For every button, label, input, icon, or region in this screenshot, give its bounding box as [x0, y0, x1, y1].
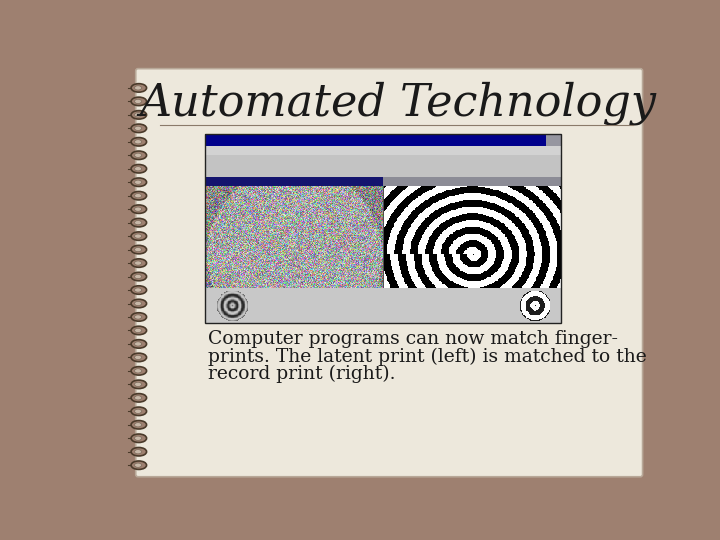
Ellipse shape	[135, 436, 142, 440]
Ellipse shape	[135, 153, 142, 157]
Ellipse shape	[131, 84, 147, 92]
Ellipse shape	[135, 193, 142, 198]
Ellipse shape	[131, 272, 147, 281]
Ellipse shape	[131, 97, 147, 106]
Bar	[204, 134, 561, 323]
Ellipse shape	[135, 180, 142, 184]
Ellipse shape	[131, 380, 147, 389]
Ellipse shape	[131, 178, 147, 186]
Ellipse shape	[131, 165, 147, 173]
Ellipse shape	[135, 126, 142, 131]
Ellipse shape	[135, 247, 142, 252]
Ellipse shape	[131, 299, 147, 308]
Text: prints. The latent print (left) is matched to the: prints. The latent print (left) is match…	[208, 347, 647, 366]
FancyBboxPatch shape	[136, 69, 642, 477]
Ellipse shape	[131, 245, 147, 254]
Ellipse shape	[135, 86, 142, 90]
Ellipse shape	[131, 259, 147, 267]
Ellipse shape	[135, 167, 142, 171]
Ellipse shape	[131, 205, 147, 213]
Ellipse shape	[135, 463, 142, 467]
Ellipse shape	[135, 382, 142, 387]
Ellipse shape	[131, 340, 147, 348]
Ellipse shape	[131, 151, 147, 159]
Ellipse shape	[131, 421, 147, 429]
Ellipse shape	[135, 342, 142, 346]
Ellipse shape	[135, 369, 142, 373]
Ellipse shape	[135, 328, 142, 333]
Ellipse shape	[135, 220, 142, 225]
Ellipse shape	[135, 355, 142, 360]
Ellipse shape	[131, 353, 147, 362]
Ellipse shape	[135, 113, 142, 117]
Ellipse shape	[131, 434, 147, 442]
Ellipse shape	[131, 394, 147, 402]
Ellipse shape	[131, 448, 147, 456]
Ellipse shape	[135, 409, 142, 414]
Ellipse shape	[135, 396, 142, 400]
Ellipse shape	[131, 286, 147, 294]
Ellipse shape	[135, 99, 142, 104]
Ellipse shape	[131, 326, 147, 335]
Ellipse shape	[135, 261, 142, 265]
Ellipse shape	[131, 461, 147, 469]
Ellipse shape	[135, 423, 142, 427]
Ellipse shape	[135, 315, 142, 319]
Text: record print (right).: record print (right).	[208, 364, 395, 382]
Ellipse shape	[135, 140, 142, 144]
Text: Automated Technology: Automated Technology	[139, 82, 656, 125]
Ellipse shape	[131, 407, 147, 416]
Ellipse shape	[131, 367, 147, 375]
Ellipse shape	[135, 207, 142, 211]
Ellipse shape	[131, 192, 147, 200]
Ellipse shape	[135, 274, 142, 279]
Ellipse shape	[135, 234, 142, 238]
Text: Computer programs can now match finger-: Computer programs can now match finger-	[208, 330, 618, 348]
Ellipse shape	[135, 301, 142, 306]
Ellipse shape	[131, 313, 147, 321]
Ellipse shape	[135, 450, 142, 454]
Ellipse shape	[131, 124, 147, 132]
Ellipse shape	[131, 138, 147, 146]
Ellipse shape	[131, 218, 147, 227]
Ellipse shape	[135, 288, 142, 292]
Ellipse shape	[131, 111, 147, 119]
Ellipse shape	[131, 232, 147, 240]
